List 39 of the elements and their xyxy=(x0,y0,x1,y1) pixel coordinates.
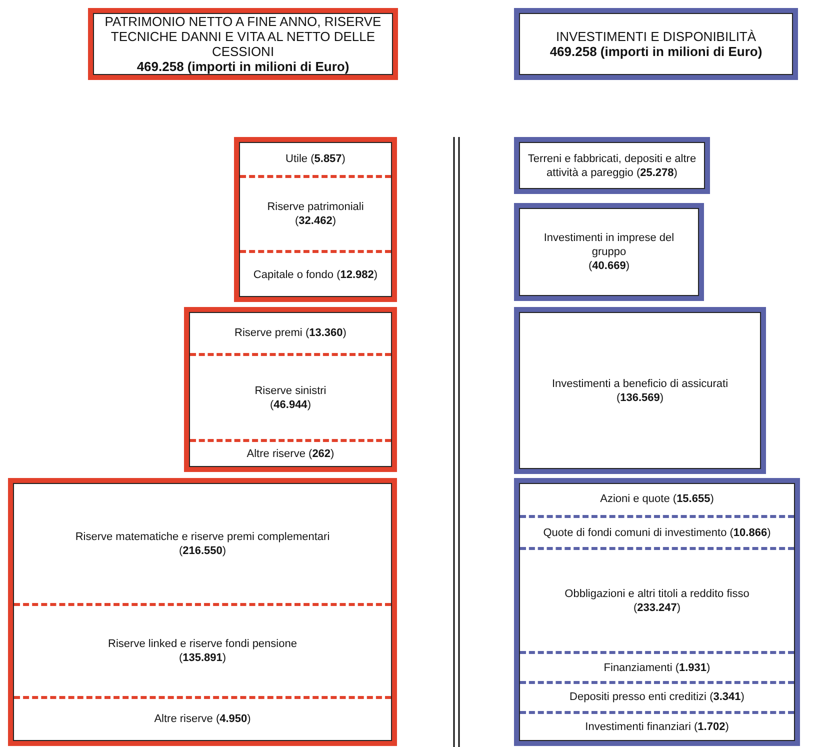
data-label: (216.550) xyxy=(178,544,226,557)
text: 469.258 (importi in milioni di Euro) xyxy=(550,44,762,59)
category-label: Finanziamenti xyxy=(604,662,672,674)
category-label: Investimenti finanziari xyxy=(585,720,691,733)
data-label: (1.702) xyxy=(694,720,729,733)
text: INVESTIMENTI E DISPONIBILITÀ xyxy=(556,29,756,44)
data-label: (1.931) xyxy=(675,662,710,674)
data-label: (135.891) xyxy=(178,652,226,664)
data-label: (233.247) xyxy=(633,602,681,614)
category-label: Quote di fondi comuni di investimento xyxy=(543,526,727,539)
data-label: (136.569) xyxy=(616,392,664,404)
category-label: Riserve patrimoniali xyxy=(267,201,364,214)
data-label: (12.982) xyxy=(336,268,378,281)
data-label: (5.857) xyxy=(310,153,346,166)
category-label: Altre riserve xyxy=(246,448,306,460)
data-label: (25.278) xyxy=(636,166,678,178)
data-label: (4.950) xyxy=(216,713,251,726)
category-label: Riserve sinistri xyxy=(254,384,326,397)
data-label: (15.655) xyxy=(672,493,714,506)
category-label: Capitale o fondo xyxy=(253,268,334,281)
category-label: Riserve linked e riserve fondi pensione xyxy=(108,638,297,650)
text: PATRIMONIO NETTO A FINE ANNO, RISERVE TECNICHE DANNI E VITA AL NETTO DELLE CESSIONI xyxy=(104,14,382,59)
data-label: (13.360) xyxy=(305,327,346,340)
data-label: (32.462) xyxy=(295,215,336,228)
data-label: (262) xyxy=(308,448,334,460)
category-label: Obbligazioni e altri titoli a reddito fisso xyxy=(564,588,750,600)
category-label: Investimenti in imprese del gruppo xyxy=(544,232,674,258)
category-label: Riserve matematiche e riserve premi complementari xyxy=(75,530,330,543)
category-label: Depositi presso enti creditizi xyxy=(570,691,706,704)
text: 469.258 (importi in milioni di Euro) xyxy=(136,59,350,74)
category-label: Riserve premi xyxy=(234,327,302,340)
data-label: (3.341) xyxy=(710,691,744,704)
category-label: Investimenti a beneficio di assicurati xyxy=(552,378,728,390)
category-label: Utile xyxy=(286,153,308,166)
data-label: (46.944) xyxy=(270,398,311,411)
category-label: Altre riserve xyxy=(154,713,213,726)
category-label: Azioni e quote xyxy=(600,493,670,506)
data-label: (40.669) xyxy=(588,260,630,272)
data-label: (10.866) xyxy=(730,526,771,539)
